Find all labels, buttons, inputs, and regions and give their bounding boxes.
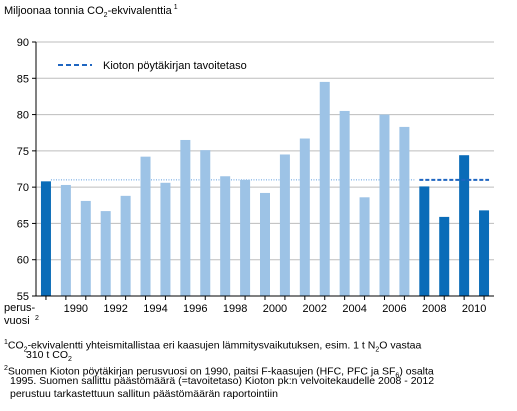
bar-1997 bbox=[200, 150, 211, 296]
footnote-1-text-b: -ekvivalentti yhteismitallistaa eri kaas… bbox=[27, 339, 376, 352]
footnote-1-text-a: CO bbox=[7, 339, 24, 352]
bar-2005 bbox=[359, 197, 370, 296]
x-tick-label: 2002 bbox=[303, 303, 327, 315]
y-tick-label: 65 bbox=[17, 218, 29, 230]
bar-2010 bbox=[459, 155, 470, 296]
bar-1992 bbox=[100, 211, 111, 296]
y-tick-label: 55 bbox=[17, 291, 29, 303]
footnote-2-line2: 1995. Suomen sallittu päästömäärä (=tavo… bbox=[10, 375, 435, 387]
footnote-2: 2Suomen Kioton pöytäkirjan perusvuosi on… bbox=[4, 362, 434, 383]
legend-target-label: Kioton pöytäkirjan tavoitetaso bbox=[103, 60, 247, 72]
bar-1999 bbox=[240, 179, 251, 296]
x-tick-label: 1990 bbox=[64, 303, 88, 315]
footnote-1-sub-a: 2 bbox=[23, 346, 28, 354]
footnote-1-text-c: O vastaa bbox=[379, 339, 422, 352]
bar-1996 bbox=[180, 139, 191, 296]
x-tick-label: 1996 bbox=[183, 303, 207, 315]
bar-2011 bbox=[479, 210, 490, 296]
bar-1994 bbox=[140, 156, 151, 296]
x-tick-label: 2008 bbox=[422, 303, 446, 315]
y-axis: 55 60 65 70 75 80 85 90 bbox=[17, 37, 36, 303]
y-tick-label: 75 bbox=[17, 146, 29, 158]
footnote-1-line2-sub: 2 bbox=[68, 356, 72, 364]
y-tick-label: 70 bbox=[17, 182, 29, 194]
y-axis-title: Miljoonaa tonnia CO2-ekvivalenttia 1 bbox=[4, 4, 178, 19]
bar-2000 bbox=[260, 192, 270, 296]
footnote-2-sub: 6 bbox=[395, 372, 400, 380]
x-axis: perus-vuosi 2 1990 1992 1994 1996 1998 2000 2002… bbox=[4, 296, 486, 327]
bars bbox=[40, 81, 490, 297]
footnote-1: 1CO2-ekvivalentti yhteismitallistaa eri … bbox=[4, 336, 421, 357]
x-tick-label: 2010 bbox=[462, 303, 486, 315]
bar-2008 bbox=[419, 186, 430, 296]
x-tick-label: 1994 bbox=[143, 303, 167, 315]
y-tick-label: 80 bbox=[17, 110, 29, 122]
footnote-1-cont: 310 t CO2 bbox=[26, 349, 72, 366]
bar-2002 bbox=[299, 138, 310, 296]
x-tick-label: 2000 bbox=[263, 303, 287, 315]
bar-2007 bbox=[399, 126, 410, 296]
bar-2004 bbox=[339, 110, 350, 296]
x-tick-label: 2006 bbox=[382, 303, 406, 315]
x-tick-label-base-line1: perus- bbox=[4, 302, 36, 314]
bar-1991 bbox=[80, 200, 91, 296]
x-tick-label: 1998 bbox=[223, 303, 247, 315]
bar-2009 bbox=[439, 216, 450, 296]
bar-perus-vuosi bbox=[40, 181, 51, 296]
footnote-2-text-b: ) osalta bbox=[399, 365, 434, 378]
y-tick-label: 60 bbox=[17, 255, 29, 267]
bar-2006 bbox=[379, 114, 390, 296]
bar-1995 bbox=[160, 182, 171, 296]
x-tick-label-base-note: 2 bbox=[35, 315, 39, 322]
bar-2003 bbox=[319, 81, 330, 297]
emissions-bar-chart: Miljoonaa tonnia CO2-ekvivalenttia 1 55 60… bbox=[4, 4, 494, 327]
x-tick-label: 2004 bbox=[342, 303, 366, 315]
footnote-1-sub-b: 2 bbox=[375, 346, 380, 354]
y-tick-label: 85 bbox=[17, 73, 29, 85]
footnote-1-line2: 310 t CO bbox=[26, 349, 69, 361]
footnote-2-line3: perustuu tarkastettuun sallitun päästömä… bbox=[10, 388, 278, 400]
legend: Kioton pöytäkirjan tavoitetaso bbox=[58, 60, 247, 72]
bar-2001 bbox=[279, 154, 290, 296]
x-tick-label: 1992 bbox=[103, 303, 127, 315]
y-tick-label: 90 bbox=[17, 37, 29, 49]
bar-1998 bbox=[220, 176, 231, 296]
footnote-2-marker: 2 bbox=[4, 365, 8, 372]
x-tick-label-base-line2: vuosi bbox=[4, 315, 30, 327]
bar-1993 bbox=[120, 195, 131, 296]
footnote-2-text-a: Suomen Kioton pöytäkirjan perusvuosi on … bbox=[7, 365, 396, 378]
bar-1990 bbox=[60, 184, 71, 296]
footnote-1-marker: 1 bbox=[4, 339, 8, 346]
